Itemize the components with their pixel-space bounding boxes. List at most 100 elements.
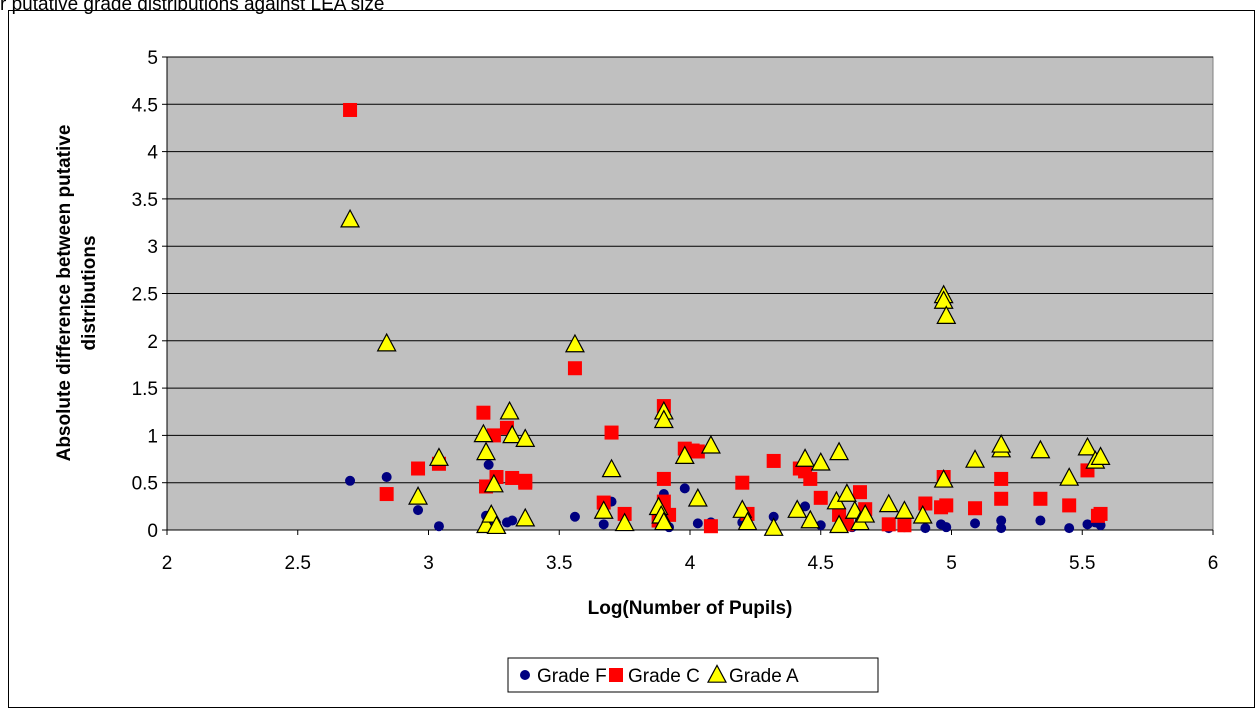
grade-f-point	[345, 475, 356, 486]
grade-c-point	[1062, 498, 1077, 513]
grade-f-point	[941, 522, 952, 533]
grade-f-point	[1064, 523, 1075, 534]
grade-c-point	[852, 485, 867, 500]
grade-f-point	[483, 459, 494, 470]
grade-f-point	[413, 505, 424, 516]
gridlines	[167, 56, 1213, 484]
grade-c-point	[968, 501, 983, 516]
x-tick-label: 6	[1208, 553, 1219, 574]
grade-c-point	[411, 461, 426, 476]
grade-a-point	[787, 499, 808, 518]
y-tick-label: 4.5	[132, 95, 158, 116]
grade-c-point	[918, 496, 933, 511]
legend: Grade F Grade C Grade A	[507, 657, 879, 693]
grade-a-point	[795, 448, 816, 467]
grade-a-point	[502, 424, 523, 444]
axes	[162, 56, 1214, 535]
grade-a-point	[1090, 446, 1111, 465]
grade-f-point	[507, 515, 518, 526]
grade-c-point	[1093, 506, 1108, 521]
x-tick-label: 5	[946, 553, 957, 574]
y-tick-label: 2.5	[132, 285, 158, 306]
grade-a-point	[653, 511, 674, 531]
grade-c-point	[803, 471, 818, 486]
grade-f-point	[569, 511, 580, 522]
grade-a-point	[991, 433, 1012, 453]
grade-c-point	[994, 491, 1009, 506]
grade-f-point	[970, 518, 981, 529]
y-tick-label: 0.5	[132, 474, 158, 495]
chart-area	[8, 10, 1255, 708]
grade-a-point	[700, 434, 721, 454]
y-tick-label: 3.5	[132, 190, 158, 211]
grade-a-point	[564, 333, 585, 353]
grade-a-point	[473, 423, 494, 443]
grade-a-point	[936, 305, 957, 325]
x-tick-label: 4.5	[808, 553, 834, 574]
grade-a-point	[933, 468, 954, 488]
grade-c-point	[656, 471, 671, 486]
grade-a-point	[614, 512, 635, 532]
grade-a-point	[408, 486, 429, 505]
grade-a-point	[483, 473, 504, 493]
grade-a-point	[515, 507, 536, 527]
grade-a-point	[653, 409, 674, 429]
x-axis-title: Log(Number of Pupils)	[588, 598, 793, 619]
grade-a-point	[763, 517, 784, 536]
grade-a-point	[800, 509, 821, 529]
legend-box	[507, 657, 879, 693]
grade-a-point	[428, 447, 449, 466]
grade-a-point	[878, 493, 899, 513]
grade-a-point	[515, 428, 536, 447]
grade-a-point	[486, 515, 507, 535]
grade-a-point	[1077, 436, 1098, 456]
y-tick-label: 5	[147, 48, 158, 69]
x-tick-label: 5.5	[1069, 553, 1095, 574]
grade-a-point	[376, 332, 397, 352]
grade-c-point	[1033, 491, 1048, 506]
grade-a-point	[476, 441, 497, 461]
grade-f-point	[598, 519, 609, 530]
x-tick-label: 3	[423, 553, 434, 574]
grade-a-point	[965, 449, 986, 468]
grade-c-point	[379, 487, 394, 502]
grade-a-point	[674, 445, 695, 465]
grade-c-point	[735, 475, 750, 490]
x-tick-label: 3.5	[546, 553, 572, 574]
grade-a-point	[499, 400, 520, 420]
x-tick-label: 4	[685, 553, 696, 574]
legend-marker-triangle	[706, 664, 728, 683]
y-tick-label: 0	[147, 521, 158, 542]
grade-a-point	[737, 511, 758, 531]
chart-caption: r putative grade distributions against L…	[0, 0, 385, 15]
grade-c-point	[897, 518, 912, 533]
grade-c-point	[994, 471, 1009, 486]
grade-f-point	[692, 518, 703, 529]
series-triangle	[340, 208, 1111, 536]
grade-a-point	[1030, 439, 1051, 459]
legend-marker-circle	[520, 670, 530, 680]
legend-label: Grade C	[628, 666, 700, 687]
y-tick-label: 3	[147, 237, 158, 258]
grade-a-point	[340, 208, 361, 228]
grade-f-point	[996, 523, 1007, 534]
grade-a-point	[829, 441, 850, 461]
grade-c-point	[505, 470, 520, 485]
grade-a-point	[601, 458, 622, 478]
grade-a-point	[1059, 467, 1080, 486]
grade-f-point	[920, 523, 931, 534]
grade-a-point	[933, 290, 954, 309]
x-tick-label: 2.5	[285, 553, 311, 574]
x-tick-labels: 2 2.5 3 3.5 4 4.5 5 5.5 6	[162, 553, 1219, 574]
y-tick-label: 1.5	[132, 379, 158, 400]
grade-c-point	[939, 498, 954, 513]
grade-c-point	[604, 425, 619, 440]
grade-a-point	[829, 514, 850, 534]
grade-c-point	[690, 444, 705, 459]
grade-a-point	[894, 500, 915, 519]
grade-c-point	[518, 473, 533, 488]
legend-label: Grade A	[729, 666, 799, 687]
y-tick-label: 4	[147, 143, 158, 164]
legend-label: Grade F	[537, 666, 607, 687]
